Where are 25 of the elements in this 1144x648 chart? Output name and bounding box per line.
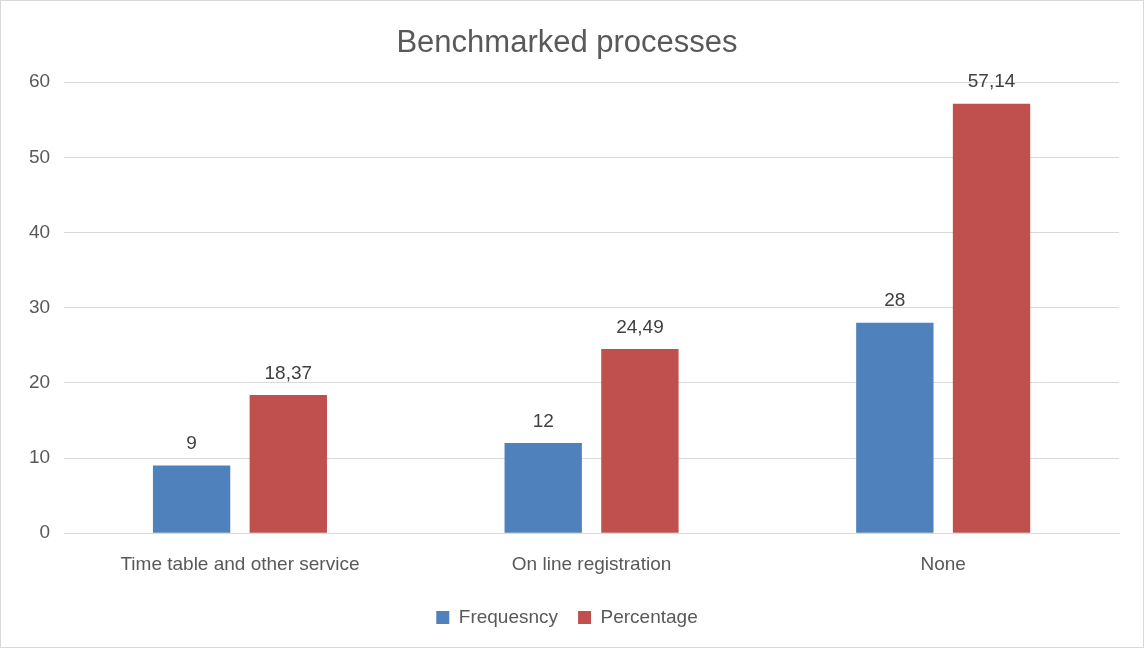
- y-tick-label: 30: [28, 295, 51, 317]
- bar: [249, 395, 327, 533]
- y-tick-label: 20: [28, 371, 51, 393]
- y-tick-label: 50: [28, 145, 51, 167]
- x-tick-label: On line registration: [511, 552, 672, 574]
- data-label: 57,14: [967, 70, 1016, 92]
- legend-label: Percentage: [600, 605, 698, 627]
- y-tick-label: 60: [28, 70, 51, 92]
- x-tick-label: Time table and other service: [120, 552, 360, 574]
- data-label: 12: [532, 409, 554, 431]
- chart-title: Benchmarked processes: [396, 24, 738, 60]
- bar: [504, 443, 582, 533]
- bar: [601, 349, 679, 533]
- data-label: 24,49: [616, 315, 664, 337]
- bar: [152, 465, 231, 533]
- y-tick-label: 0: [39, 521, 51, 543]
- data-label: 9: [186, 432, 197, 454]
- legend-label: Frequesncy: [458, 605, 559, 627]
- y-tick-label: 40: [28, 220, 51, 242]
- data-label: 28: [884, 289, 906, 311]
- bar: [952, 103, 1031, 533]
- data-label: 18,37: [264, 361, 313, 383]
- bar: [856, 322, 934, 533]
- x-tick-label: None: [920, 552, 966, 574]
- y-tick-label: 10: [28, 446, 51, 468]
